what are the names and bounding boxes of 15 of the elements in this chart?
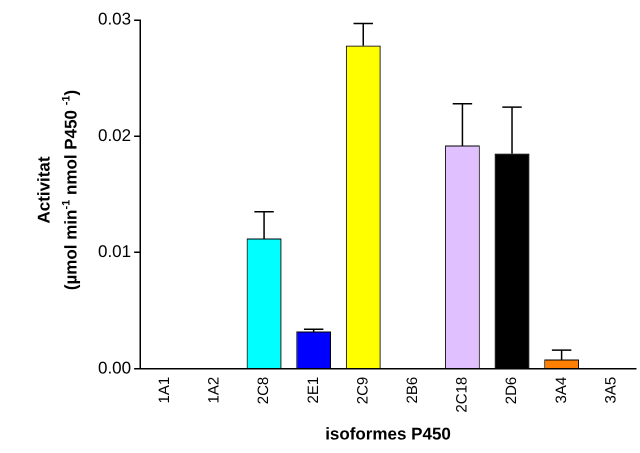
x-tick-label: 1A2 (206, 376, 223, 404)
x-axis-title: isoformes P450 (325, 424, 451, 444)
x-tick-label: 2E1 (304, 376, 322, 404)
y-tick-label: 0.02 (98, 126, 132, 145)
y-tick-label: 0.03 (98, 10, 132, 29)
x-tick-label: 2B6 (404, 376, 421, 404)
y-tick-label: 0.00 (98, 358, 132, 378)
x-tick-label: 2C8 (255, 376, 272, 404)
x-tick-label: 3A4 (552, 376, 570, 404)
x-tick-label: 3A5 (602, 376, 620, 404)
x-tick-label: 2C18 (454, 376, 471, 413)
x-tick-label: 1A1 (156, 376, 174, 404)
x-tick-label: 2D6 (503, 376, 520, 404)
x-tick-label: 2C9 (354, 376, 372, 404)
y-tick-label: 0.01 (98, 242, 132, 262)
